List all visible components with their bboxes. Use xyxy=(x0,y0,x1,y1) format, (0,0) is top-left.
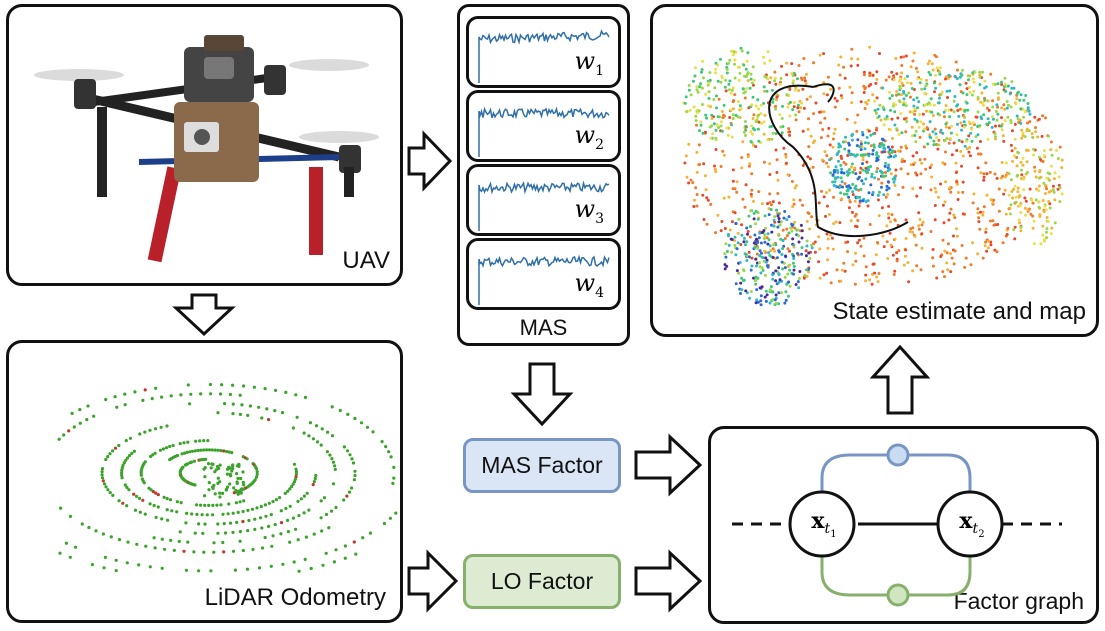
arrow-mas-factor-to-graph xyxy=(634,433,703,497)
mas-signal-plot xyxy=(478,29,610,83)
lidar-odometry-label: LiDAR Odometry xyxy=(204,584,386,611)
arrow-lo-factor-to-graph xyxy=(634,549,703,613)
mas-signal-plot xyxy=(478,180,610,231)
state-node-t2-label: xt2 xyxy=(959,508,985,541)
mas-signal-plot xyxy=(478,106,610,157)
state-node-t1-label: xt1 xyxy=(811,508,837,541)
lo-factor-node xyxy=(886,583,910,607)
mas-factor-box: MAS Factor xyxy=(463,438,621,493)
mas-signal-3: w3 xyxy=(466,164,621,236)
arrow-mas-to-factor xyxy=(510,362,574,427)
lidar-odometry-panel: LiDAR Odometry xyxy=(6,340,403,623)
factor-graph-diagram xyxy=(732,443,1062,607)
mas-signal-4: w4 xyxy=(466,238,621,310)
mas-signal-label: w1 xyxy=(574,47,604,79)
mas-label: MAS xyxy=(519,315,568,340)
state-estimate-label: State estimate and map xyxy=(832,298,1086,325)
lo-factor-box: LO Factor xyxy=(463,554,621,609)
state-node-t2 xyxy=(936,490,1004,558)
mas-signal-label: w4 xyxy=(574,269,604,301)
uav-image xyxy=(34,35,379,263)
factor-graph-label: Factor graph xyxy=(953,588,1084,614)
mas-signal-plot xyxy=(478,254,610,305)
trajectory-path xyxy=(768,83,909,238)
uav-panel: UAV xyxy=(6,4,403,286)
mas-signal-1: w1 xyxy=(466,16,621,88)
mas-signal-label: w2 xyxy=(574,121,604,153)
state-node-t1 xyxy=(788,490,856,558)
arrow-lidar-to-lo-factor xyxy=(407,549,459,613)
arrow-uav-to-mas xyxy=(407,130,453,192)
arrow-graph-to-state xyxy=(869,344,931,415)
lo-factor-label: LO Factor xyxy=(490,568,594,594)
mas-factor-label: MAS Factor xyxy=(481,452,603,478)
map-point-cloud xyxy=(682,45,1064,307)
lidar-point-cloud xyxy=(57,382,398,573)
arrow-uav-to-lidar xyxy=(172,293,236,337)
state-estimate-panel: State estimate and map xyxy=(650,4,1099,337)
mas-factor-node xyxy=(886,443,910,467)
mas-signal-2: w2 xyxy=(466,90,621,162)
uav-label: UAV xyxy=(342,247,390,274)
mas-signal-label: w3 xyxy=(574,195,604,227)
